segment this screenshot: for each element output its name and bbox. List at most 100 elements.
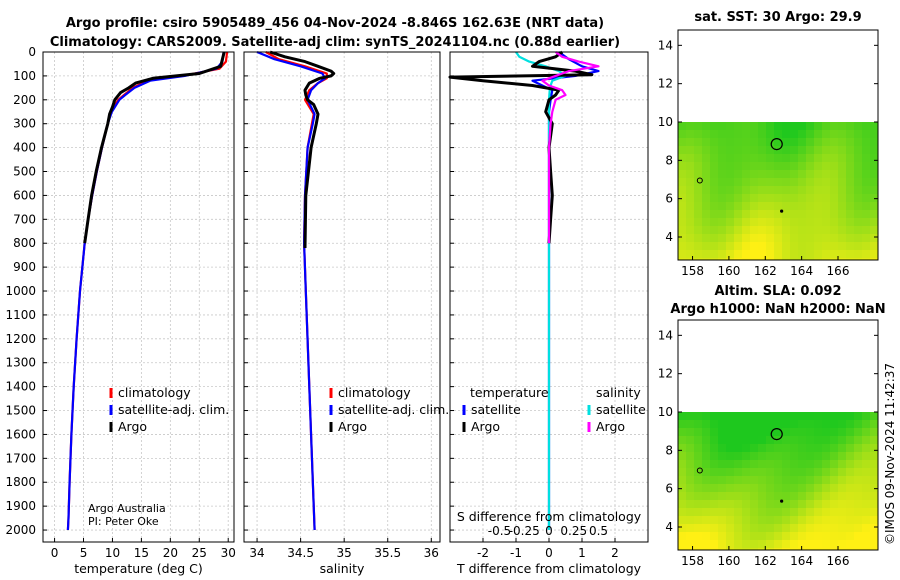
map-cell	[710, 242, 718, 250]
map-cell	[702, 218, 710, 226]
map-cell	[846, 452, 854, 460]
map-cell	[694, 202, 702, 210]
sla-map-title2: Argo h1000: NaN h2000: NaN	[670, 302, 885, 317]
map-cell	[702, 226, 710, 234]
map-cell	[758, 210, 766, 218]
map-cell	[854, 540, 862, 548]
map-cell	[750, 122, 758, 130]
map-cell	[790, 516, 798, 524]
map-cell	[710, 218, 718, 226]
map-cell	[686, 468, 694, 476]
map-cell	[822, 170, 830, 178]
map-cell	[814, 218, 822, 226]
map-cell	[758, 420, 766, 428]
map-cell	[774, 202, 782, 210]
map-cell	[726, 138, 734, 146]
depth-tick-label: 300	[13, 117, 36, 131]
map-cell	[718, 194, 726, 202]
map-cell	[750, 170, 758, 178]
map-cell	[750, 444, 758, 452]
map-cell	[806, 444, 814, 452]
map-cell	[726, 532, 734, 540]
map-cell	[702, 476, 710, 484]
x-tick-label: 5	[80, 546, 88, 560]
depth-tick-label: 1500	[5, 404, 36, 418]
legend-label: Argo	[471, 419, 500, 434]
map-cell	[710, 226, 718, 234]
map-cell	[782, 186, 790, 194]
map-cell	[782, 130, 790, 138]
depth-tick-label: 400	[13, 141, 36, 155]
map-cell	[838, 508, 846, 516]
map-cell	[750, 532, 758, 540]
map-cell	[774, 444, 782, 452]
map-cell	[838, 154, 846, 162]
map-cell	[790, 146, 798, 154]
map-cell	[782, 210, 790, 218]
map-cell	[782, 532, 790, 540]
map-cell	[742, 420, 750, 428]
map-cell	[870, 492, 878, 500]
map-cell	[734, 226, 742, 234]
map-cell	[846, 162, 854, 170]
map-cell	[790, 492, 798, 500]
map-cell	[766, 170, 774, 178]
map-cell	[702, 468, 710, 476]
map-cell	[734, 452, 742, 460]
map-cell	[678, 154, 686, 162]
map-x-tick-label: 162	[754, 554, 777, 568]
sla-map-title: Altim. SLA: 0.092	[715, 284, 842, 299]
map-cell	[790, 524, 798, 532]
legend-label: satellite-adj. clim.	[338, 402, 449, 417]
map-cell	[766, 154, 774, 162]
map-cell	[750, 508, 758, 516]
map-cell	[742, 226, 750, 234]
map-cell	[846, 154, 854, 162]
map-cell	[790, 508, 798, 516]
map-cell	[830, 146, 838, 154]
depth-tick-label: 1100	[5, 308, 36, 322]
map-cell	[798, 194, 806, 202]
map-cell	[694, 548, 702, 550]
map-y-tick-label: 4	[665, 230, 673, 244]
map-cell	[718, 516, 726, 524]
map-cell	[814, 234, 822, 242]
map-cell	[726, 428, 734, 436]
map-cell	[814, 428, 822, 436]
map-cell	[838, 202, 846, 210]
map-cell	[822, 460, 830, 468]
x-tick-label: 0	[545, 546, 553, 560]
map-cell	[702, 548, 710, 550]
map-cell	[838, 548, 846, 550]
map-cell	[686, 250, 694, 258]
x-axis-label: temperature (deg C)	[74, 561, 203, 576]
map-cell	[846, 428, 854, 436]
map-cell	[838, 412, 846, 420]
x-tick-label: 1	[578, 546, 586, 560]
map-cell	[774, 532, 782, 540]
map-cell	[870, 436, 878, 444]
map-cell	[686, 444, 694, 452]
map-cell	[726, 468, 734, 476]
map-cell	[678, 210, 686, 218]
map-cell	[798, 476, 806, 484]
map-cell	[798, 484, 806, 492]
map-cell	[710, 516, 718, 524]
map-cell	[766, 226, 774, 234]
map-cell	[846, 250, 854, 258]
map-cell	[838, 186, 846, 194]
map-cell	[758, 250, 766, 258]
map-cell	[854, 428, 862, 436]
map-cell	[862, 146, 870, 154]
map-cell	[686, 484, 694, 492]
map-cell	[798, 452, 806, 460]
map-cell	[806, 210, 814, 218]
map-cell	[734, 130, 742, 138]
map-cell	[830, 460, 838, 468]
map-cell	[694, 218, 702, 226]
map-cell	[798, 500, 806, 508]
map-cell	[758, 234, 766, 242]
map-cell	[798, 226, 806, 234]
map-cell	[790, 202, 798, 210]
map-cell	[734, 210, 742, 218]
